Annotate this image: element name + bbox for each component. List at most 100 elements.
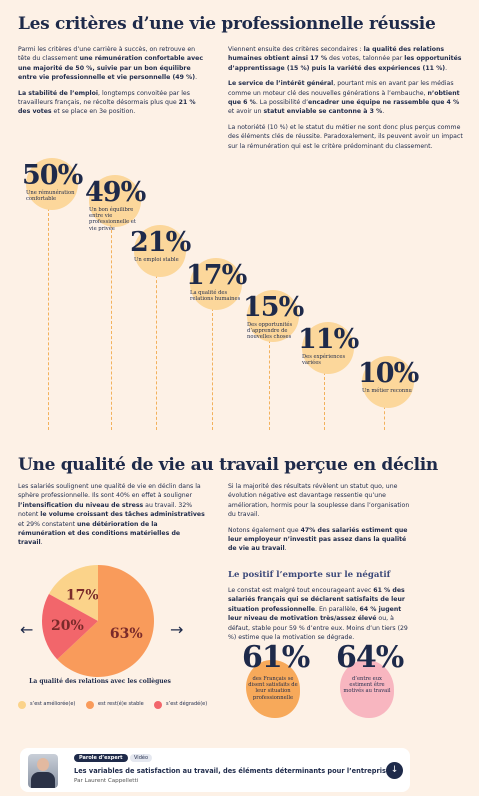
dashed-line	[212, 308, 213, 430]
dashed-line	[156, 275, 157, 430]
text-run: . En parallèle,	[315, 605, 360, 613]
criterion-label: Des opportunités d’apprendre de nouvelle…	[247, 322, 293, 341]
text-run: .	[40, 539, 43, 547]
text-run: 64 % jugent leur niveau de motivation tr…	[228, 605, 402, 623]
criterion-value: 15%	[243, 292, 304, 323]
text-column: Si la majorité des résultats révèlent un…	[228, 482, 414, 560]
stat-blob	[246, 660, 300, 718]
stat-label: des Français se disent satisfaits de leu…	[248, 676, 298, 701]
dashed-line	[269, 340, 270, 430]
text-run: Viennent ensuite des critères secondaire…	[228, 46, 364, 53]
legend-swatch	[18, 701, 26, 709]
bubble	[190, 258, 242, 310]
expert-card[interactable]: Parole d’expert Vidéo Les variables de s…	[20, 748, 410, 792]
text-run: les opportunités d’apprentissage (15 %) …	[228, 55, 462, 72]
paragraph: Notons également que 47% des salariés es…	[228, 526, 414, 554]
text-run: la qualité des relations humaines obtien…	[228, 46, 445, 63]
paragraph: La stabilité de l’emploi, longtemps conv…	[18, 89, 206, 117]
text-run: , longtemps convoitée par les travailleu…	[18, 89, 190, 107]
legend-label: s’est améliorée(e)	[30, 701, 76, 707]
criterion-label: Des expériences variées	[302, 354, 346, 367]
paragraph: Parmi les critères d’une carrière à succ…	[18, 45, 206, 83]
criterion-value: 50%	[22, 160, 83, 191]
avatar	[28, 754, 58, 788]
paragraph: Le service de l’intérêt général, pourtan…	[228, 79, 464, 117]
text-column: Les salariés soulignent une qualité de v…	[18, 482, 206, 554]
text-run: Le constat est malgré tout encourageant …	[228, 587, 374, 594]
prev-arrow[interactable]: ←	[20, 620, 33, 639]
text-run: La stabilité de l’emploi	[18, 89, 99, 97]
text-run: au travail. 32% notent	[18, 501, 193, 519]
stats: 61% des Français se disent satisfaits de …	[220, 640, 420, 730]
bubble	[134, 225, 186, 277]
text-run: 47% des salariés estiment que leur emplo…	[228, 526, 408, 553]
criterion-value: 17%	[186, 260, 247, 291]
criteria-ranking: 50% Une rémunération confortable 49% Un bon…	[22, 158, 419, 430]
text-run: encadrer une équipe ne rassemble que 4 %	[308, 99, 460, 107]
badge: Parole d’expert	[74, 754, 128, 762]
paragraph: Les salariés soulignent une qualité de v…	[18, 482, 206, 548]
text-run: et se place en 3e position.	[51, 108, 136, 116]
legend-label: s’est dégradé(e)	[166, 701, 208, 707]
text-run: l’intensification du niveau de stress	[18, 501, 144, 509]
criterion-value: 21%	[130, 227, 191, 258]
text-run: 21 % des votes	[18, 99, 196, 116]
text-run: n’obtient que 6 %	[228, 89, 460, 107]
section-title: Les critères d’une vie professionnelle r…	[18, 14, 436, 34]
text-run: statut enviable se cantonne à 3 %	[263, 108, 383, 116]
text-run: La notoriété (10 %) et le statut du méti…	[228, 123, 463, 150]
criterion-label: Un bon équilibre entre vie professionnel…	[89, 207, 136, 232]
stat-value: 64%	[336, 640, 404, 675]
bubble	[302, 322, 354, 374]
tag: Vidéo	[130, 754, 153, 762]
slice-label: 63%	[110, 626, 143, 642]
text-run: Le service de l’intérêt général	[228, 80, 334, 88]
text-run: et 29% constatent	[18, 520, 78, 528]
legend-label: est rest(é)e stable	[98, 701, 144, 707]
criterion-label: Une rémunération confortable	[26, 190, 75, 203]
text-run: .	[195, 74, 198, 82]
criterion-value: 10%	[358, 358, 419, 389]
slice-label: 17%	[66, 587, 99, 603]
text-run: 61 % des salariés français qui se déclar…	[228, 587, 405, 613]
dashed-line	[384, 406, 385, 430]
text-run: . La possibilité d’	[255, 99, 309, 107]
text-run: Notons également que	[228, 526, 301, 534]
dashed-line	[111, 225, 112, 430]
pie-slice	[48, 565, 98, 621]
subheading: Le positif l’emporte sur le négatif	[228, 570, 391, 580]
text-run: .	[445, 64, 448, 72]
text-run: Parmi les critères d’une carrière à succ…	[18, 46, 196, 63]
legend: s’est améliorée(e) est rest(é)e stable s’e…	[18, 700, 218, 712]
criterion-label: Un emploi stable	[134, 257, 179, 263]
text-run: et avoir un	[228, 108, 264, 116]
open-button[interactable]: ↓	[386, 762, 403, 779]
paragraph: La notoriété (10 %) et le statut du méti…	[228, 123, 464, 151]
pie-caption: La qualité des relations avec les collèg…	[29, 678, 171, 685]
paragraph: Si la majorité des résultats révèlent un…	[228, 482, 414, 520]
text-run: Les salariés soulignent une qualité de v…	[18, 483, 201, 500]
text-column: Viennent ensuite des critères secondaire…	[228, 45, 464, 157]
legend-swatch	[154, 701, 162, 709]
slice-label: 20%	[51, 618, 84, 634]
text-column: Le constat est malgré tout encourageant …	[228, 586, 414, 648]
card-title: Les variables de satisfaction au travail…	[74, 767, 391, 775]
stat-label: d’entre eux estiment être motivés au tra…	[343, 676, 391, 695]
paragraph: Viennent ensuite des critères secondaire…	[228, 45, 464, 73]
text-run: .	[284, 545, 287, 553]
text-run: une détérioration de la rémunération et …	[18, 520, 181, 547]
dashed-line	[48, 208, 49, 430]
bubble	[362, 356, 414, 408]
criterion-label: La qualité des relations humaines	[190, 290, 241, 303]
text-run: , pourtant mis en avant par les médias c…	[228, 80, 454, 97]
bubble	[26, 158, 78, 210]
text-run: le volume croissant des tâches administr…	[40, 511, 205, 519]
pie-slice	[57, 565, 154, 677]
bubble	[247, 290, 299, 342]
criterion-value: 49%	[85, 177, 146, 208]
bubble	[89, 175, 141, 227]
text-run: .	[382, 108, 385, 116]
next-arrow[interactable]: →	[170, 620, 183, 639]
card-author: Par Laurent Cappelletti	[74, 778, 139, 784]
